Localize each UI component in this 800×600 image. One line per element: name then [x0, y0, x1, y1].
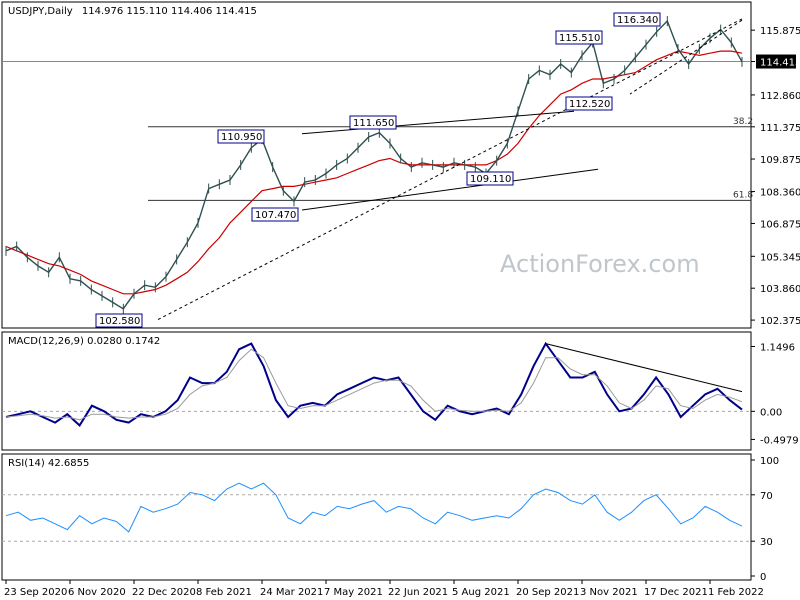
macd-series — [5, 341, 743, 427]
y-tick-label: 112.860 — [760, 91, 800, 102]
x-tick-label: 7 May 2021 — [324, 587, 383, 598]
y-tick-label: 108.360 — [760, 188, 800, 199]
x-tick-label: 22 Jun 2021 — [388, 587, 448, 598]
macd-trend-line — [545, 343, 743, 393]
annotation-label: 109.110 — [470, 174, 511, 185]
ohlc-readout: 114.976 115.110 114.406 114.415 — [82, 6, 257, 17]
annotation-label: 107.470 — [255, 210, 296, 221]
price-line — [5, 19, 743, 310]
symbol-timeframe: USDJPY,Daily — [8, 6, 73, 17]
annotation-box — [251, 207, 299, 222]
current-price-box — [756, 54, 796, 69]
y-tick-label: -0.4979 — [760, 435, 799, 446]
y-tick-label: 30 — [760, 537, 773, 548]
y-tick-label: 100 — [760, 456, 779, 467]
annotation-box — [349, 115, 397, 130]
annotation-label: 112.520 — [569, 99, 610, 110]
y-tick-label: 0.00 — [760, 407, 782, 418]
trend-line — [157, 18, 743, 321]
y-tick-label: 114.415 — [760, 58, 800, 69]
trend-line — [629, 19, 743, 95]
annotation-box — [555, 30, 603, 45]
rsi-series — [5, 482, 743, 533]
rsi-axis: 100 70 30 0 — [751, 456, 779, 583]
x-tick-label: 23 Sep 2020 — [4, 587, 67, 598]
annotation-box — [95, 313, 143, 328]
trend-line — [301, 168, 599, 211]
x-tick-label: 24 Mar 2021 — [260, 587, 323, 598]
y-tick-label: 105.345 — [760, 252, 800, 263]
fib-label: 61.8 — [733, 190, 753, 200]
watermark: ActionForex.com — [500, 250, 700, 278]
y-tick-label: 0 — [760, 572, 766, 583]
annotation-box — [217, 129, 265, 144]
y-tick-label: 106.875 — [760, 219, 800, 230]
x-tick-label: 22 Dec 2020 — [132, 587, 196, 598]
signal-line — [5, 348, 743, 421]
y-tick-label: 1.1496 — [760, 342, 795, 353]
x-tick-label: 20 Sep 2021 — [516, 587, 579, 598]
y-tick-label: 103.860 — [760, 284, 800, 295]
annotation-label: 110.950 — [221, 132, 262, 143]
macd-panel-frame — [1, 331, 752, 451]
x-tick-label: 1 Feb 2022 — [708, 587, 764, 598]
rsi-line — [5, 482, 743, 533]
sma-line — [5, 50, 743, 295]
macd-line — [5, 341, 743, 427]
price-annotations: 102.580 107.470 110.950 111.650 109.110 115.5… — [95, 12, 661, 328]
macd-panel-title: MACD(12,26,9) 0.0280 0.1742 — [8, 336, 160, 347]
price-series — [5, 16, 743, 314]
rsi-panel-title: RSI(14) 42.6855 — [8, 458, 89, 469]
annotation-label: 116.340 — [617, 15, 658, 26]
y-tick-label: 109.875 — [760, 155, 800, 166]
date-axis: 23 Sep 2020 6 Nov 2020 22 Dec 2020 8 Feb 20… — [4, 580, 764, 598]
price-reference-lines: 38.2 61.8 — [2, 61, 753, 201]
annotation-box — [565, 96, 613, 111]
x-tick-label: 8 Feb 2021 — [196, 587, 252, 598]
annotation-label: 115.510 — [559, 33, 600, 44]
y-tick-label: 115.875 — [760, 26, 800, 37]
rsi-reference-lines — [2, 494, 751, 542]
annotation-box — [613, 12, 661, 27]
y-tick-label: 102.375 — [760, 316, 800, 327]
annotation-label: 102.580 — [99, 316, 140, 327]
macd-axis: 1.1496 0.00 -0.4979 — [751, 342, 799, 446]
x-tick-label: 5 Aug 2021 — [452, 587, 510, 598]
price-trend-lines — [157, 18, 743, 321]
price-axis: 115.875 114.415 112.860 111.375 109.875 108.3… — [751, 26, 800, 327]
fib-label: 38.2 — [733, 117, 753, 127]
y-tick-label: 70 — [760, 491, 773, 502]
x-tick-label: 3 Nov 2021 — [580, 587, 638, 598]
annotation-box — [466, 171, 514, 186]
annotation-label: 111.650 — [353, 118, 394, 129]
rsi-panel-frame — [1, 453, 752, 581]
price-panel-title: USDJPY,Daily 114.976 115.110 114.406 114… — [8, 6, 257, 17]
trend-line — [301, 110, 575, 135]
x-tick-label: 6 Nov 2020 — [68, 587, 126, 598]
price-panel-frame — [1, 1, 752, 329]
y-tick-label: 111.375 — [760, 123, 800, 134]
x-tick-label: 17 Dec 2021 — [644, 587, 708, 598]
